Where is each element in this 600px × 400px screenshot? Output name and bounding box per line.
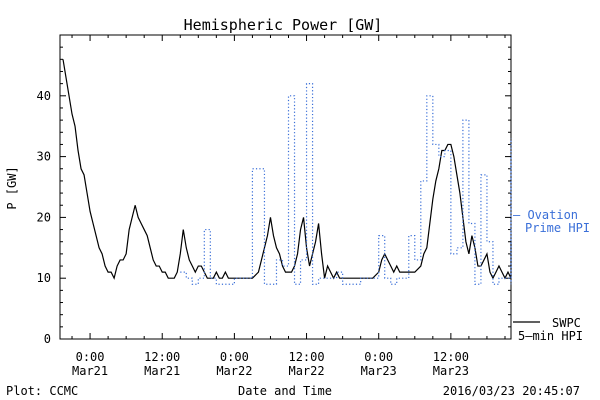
- axes: 0102030400:00Mar2112:00Mar210:00Mar2212:…: [37, 34, 512, 378]
- y-tick-label: 40: [37, 89, 51, 103]
- y-tick-label: 30: [37, 150, 51, 164]
- x-tick-date-label: Mar21: [144, 364, 180, 378]
- legend-swpc-line1: SWPC: [552, 316, 581, 330]
- x-tick-time-label: 0:00: [220, 350, 249, 364]
- series-line-ovation-prime: [180, 83, 512, 285]
- x-tick-date-label: Mar23: [433, 364, 469, 378]
- plot-frame: [59, 34, 512, 340]
- x-tick-time-label: 0:00: [364, 350, 393, 364]
- x-tick-time-label: 12:00: [433, 350, 469, 364]
- x-tick-time-label: 12:00: [144, 350, 180, 364]
- series-group: [62, 59, 512, 285]
- y-tick-label: 10: [37, 271, 51, 285]
- series-line-swpc: [62, 59, 512, 280]
- x-tick-date-label: Mar22: [288, 364, 324, 378]
- plot-credit: Plot: CCMC: [6, 384, 78, 398]
- x-tick-date-label: Mar21: [72, 364, 108, 378]
- x-tick-date-label: Mar22: [216, 364, 252, 378]
- y-axis-label: P [GW]: [5, 166, 19, 209]
- legend-swpc-line2: 5—min HPI: [518, 329, 583, 343]
- x-axis-label: Date and Time: [238, 384, 332, 398]
- y-tick-label: 0: [44, 332, 51, 346]
- y-tick-label: 20: [37, 210, 51, 224]
- legend-ovation-line2: Prime HPI: [525, 221, 590, 235]
- x-tick-time-label: 0:00: [76, 350, 105, 364]
- legend-ovation-line1: — Ovation: [513, 208, 578, 222]
- plot-timestamp: 2016/03/23 20:45:07: [443, 384, 580, 398]
- x-tick-time-label: 12:00: [288, 350, 324, 364]
- x-tick-date-label: Mar23: [361, 364, 397, 378]
- chart-title: Hemispheric Power [GW]: [184, 16, 383, 34]
